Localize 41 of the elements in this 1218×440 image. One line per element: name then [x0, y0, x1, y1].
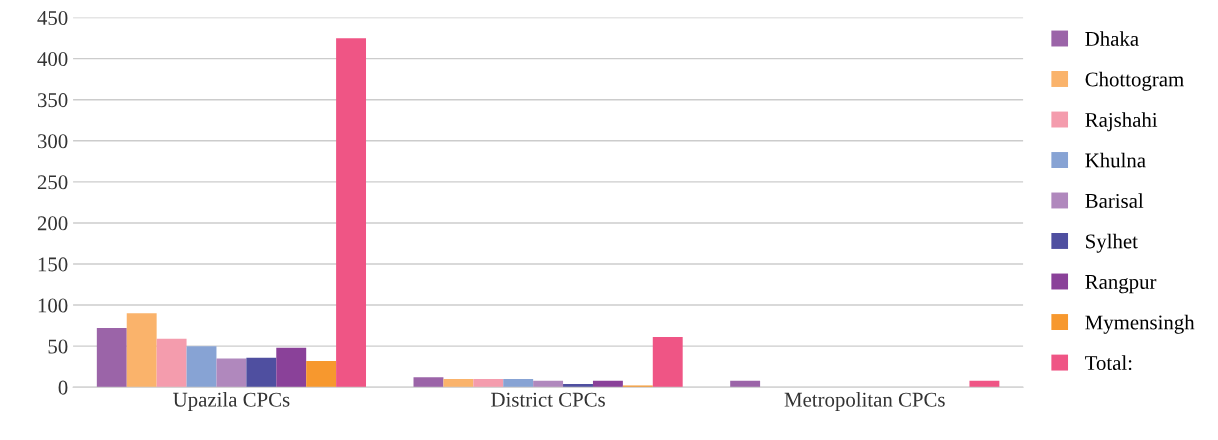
bar	[652, 337, 683, 388]
y-tick-label: 300	[37, 134, 68, 149]
legend-label: Chottogram	[1085, 71, 1184, 91]
bar	[730, 380, 761, 388]
bar	[503, 378, 534, 388]
bar	[156, 338, 187, 388]
y-tick-label: 150	[38, 257, 68, 272]
legend-label: Total:	[1085, 355, 1132, 371]
bar	[306, 360, 337, 388]
bar	[533, 380, 564, 388]
bar	[336, 38, 367, 388]
legend-label: Khulna	[1085, 152, 1146, 168]
bar	[246, 357, 277, 388]
legend-label: Rajshahi	[1085, 112, 1158, 132]
bar	[443, 378, 474, 388]
x-tick-label: Upazila CPCs	[173, 392, 290, 411]
y-tick-label: 400	[37, 52, 68, 67]
legend-label: Barisal	[1085, 193, 1144, 208]
bar	[96, 328, 127, 388]
y-tick-label: 0	[58, 380, 68, 395]
x-tick-label: District CPCs	[491, 392, 605, 407]
bar	[473, 378, 504, 388]
bar	[592, 380, 623, 388]
y-tick-label: 200	[37, 216, 68, 231]
bar	[563, 383, 593, 388]
bar	[969, 380, 1000, 388]
y-tick-label: 350	[37, 93, 68, 108]
bar	[413, 377, 444, 388]
bar	[216, 358, 247, 388]
bar	[276, 347, 307, 388]
legend-label: Mymensingh	[1085, 314, 1195, 334]
bar	[126, 313, 157, 388]
y-tick-label: 450	[37, 10, 68, 26]
legend-label: Dhaka	[1085, 31, 1139, 46]
legend-label: Rangpur	[1085, 275, 1157, 294]
y-tick-label: 250	[37, 175, 68, 190]
x-tick-label: Metropolitan CPCs	[784, 392, 945, 411]
y-tick-label: 100	[38, 298, 68, 313]
bar	[186, 346, 217, 388]
legend-label: Sylhet	[1086, 233, 1138, 253]
y-tick-label: 50	[48, 339, 68, 354]
